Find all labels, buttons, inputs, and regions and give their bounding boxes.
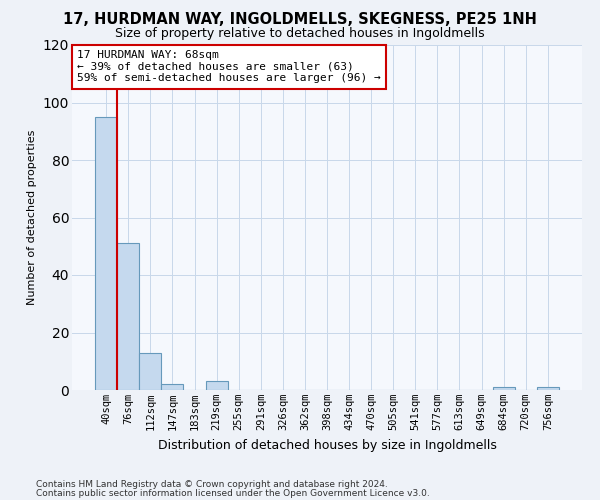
Text: Size of property relative to detached houses in Ingoldmells: Size of property relative to detached ho… xyxy=(115,28,485,40)
Y-axis label: Number of detached properties: Number of detached properties xyxy=(27,130,37,305)
Bar xyxy=(95,117,117,390)
Bar xyxy=(161,384,184,390)
Text: 17, HURDMAN WAY, INGOLDMELLS, SKEGNESS, PE25 1NH: 17, HURDMAN WAY, INGOLDMELLS, SKEGNESS, … xyxy=(63,12,537,28)
Text: Contains public sector information licensed under the Open Government Licence v3: Contains public sector information licen… xyxy=(36,488,430,498)
Text: Contains HM Land Registry data © Crown copyright and database right 2024.: Contains HM Land Registry data © Crown c… xyxy=(36,480,388,489)
Bar xyxy=(139,352,161,390)
Bar xyxy=(117,244,139,390)
Text: 17 HURDMAN WAY: 68sqm
← 39% of detached houses are smaller (63)
59% of semi-deta: 17 HURDMAN WAY: 68sqm ← 39% of detached … xyxy=(77,50,381,84)
Bar xyxy=(537,387,559,390)
Bar xyxy=(206,382,227,390)
X-axis label: Distribution of detached houses by size in Ingoldmells: Distribution of detached houses by size … xyxy=(158,438,496,452)
Bar xyxy=(493,387,515,390)
